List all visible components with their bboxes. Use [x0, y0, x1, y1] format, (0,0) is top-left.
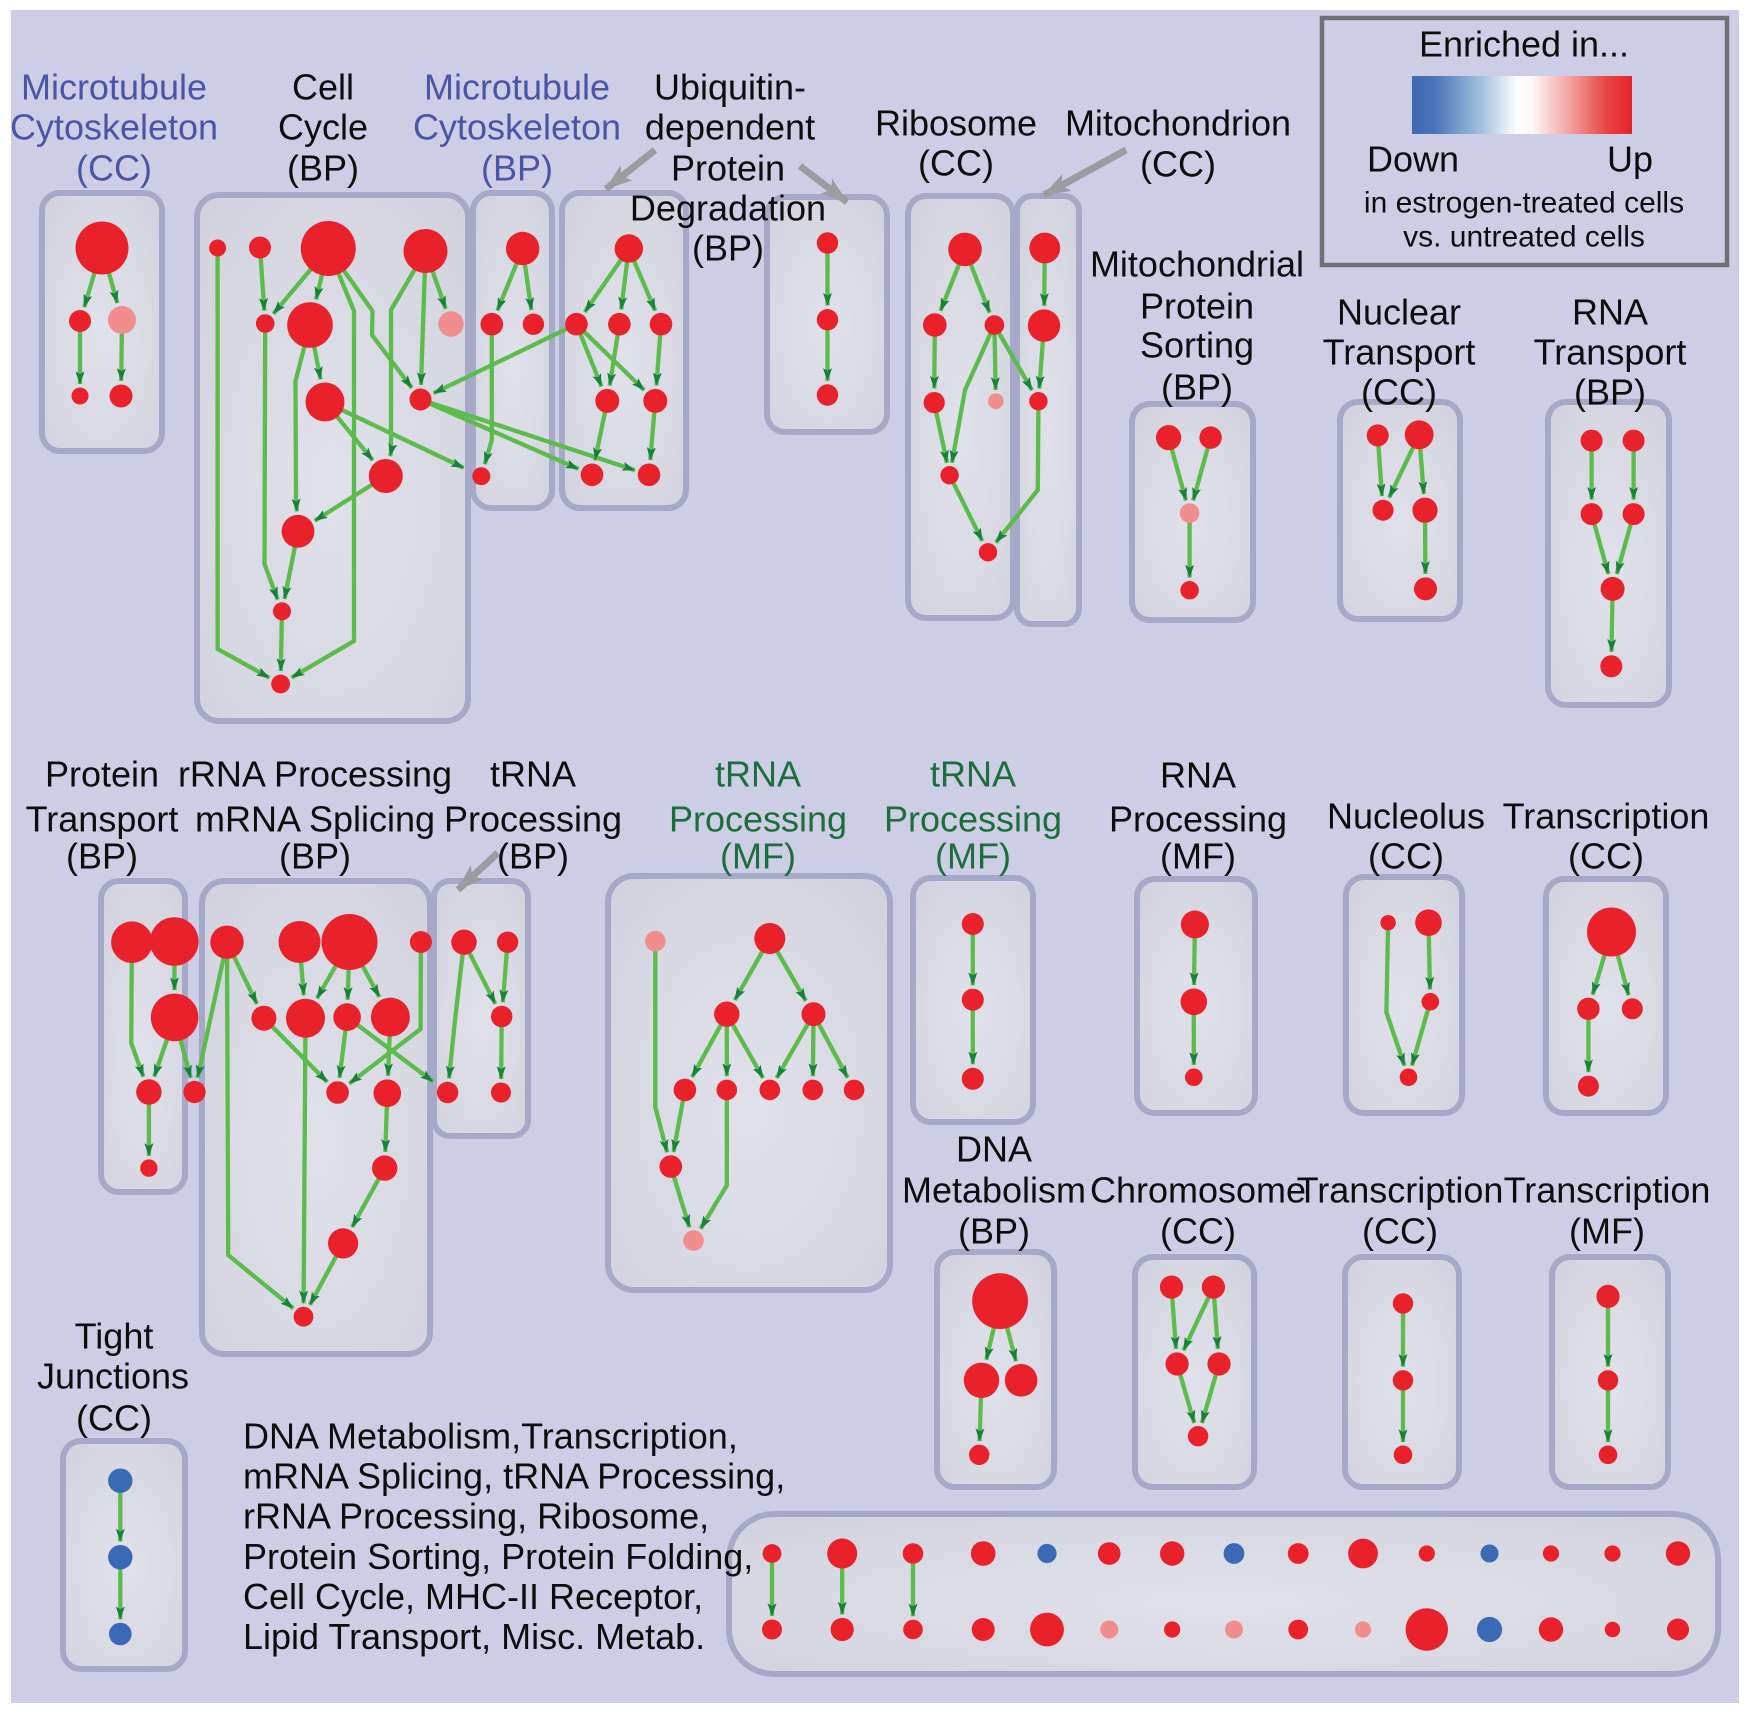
svg-text:(CC): (CC): [1362, 1211, 1438, 1252]
svg-text:(CC): (CC): [76, 148, 152, 189]
svg-text:Microtubule: Microtubule: [424, 67, 610, 108]
svg-text:Cell: Cell: [292, 67, 354, 108]
svg-text:Processing: Processing: [884, 799, 1062, 840]
svg-text:(CC): (CC): [1140, 144, 1216, 185]
svg-text:RNA: RNA: [1160, 755, 1236, 796]
svg-text:Transcription: Transcription: [1504, 1170, 1711, 1211]
svg-text:(CC): (CC): [1361, 372, 1437, 413]
svg-text:Microtubule: Microtubule: [21, 67, 207, 108]
svg-text:in estrogen-treated cells: in estrogen-treated cells: [1364, 187, 1684, 220]
svg-text:Chromosome: Chromosome: [1090, 1170, 1306, 1211]
svg-text:mRNA Splicing: mRNA Splicing: [195, 799, 435, 840]
svg-text:DNA: DNA: [956, 1129, 1032, 1170]
svg-text:(CC): (CC): [1368, 836, 1444, 877]
svg-text:(BP): (BP): [66, 836, 138, 877]
svg-text:Protein: Protein: [45, 754, 159, 795]
svg-text:Cytoskeleton: Cytoskeleton: [10, 107, 218, 148]
svg-text:Protein: Protein: [671, 148, 785, 189]
svg-text:Up: Up: [1607, 139, 1653, 180]
svg-text:Transcription: Transcription: [1503, 796, 1710, 837]
svg-text:(MF): (MF): [1160, 836, 1236, 877]
svg-text:vs. untreated cells: vs. untreated cells: [1403, 221, 1645, 254]
svg-text:(CC): (CC): [1160, 1211, 1236, 1252]
svg-text:Mitochondrion: Mitochondrion: [1065, 103, 1291, 144]
svg-text:Transport: Transport: [1323, 332, 1476, 373]
svg-text:Protein: Protein: [1140, 286, 1254, 327]
svg-text:Lipid Transport, Misc. Metab.: Lipid Transport, Misc. Metab.: [243, 1616, 705, 1657]
svg-text:Degradation: Degradation: [630, 188, 826, 229]
svg-text:Processing: Processing: [1109, 799, 1287, 840]
svg-text:Junctions: Junctions: [37, 1356, 189, 1397]
svg-text:RNA: RNA: [1572, 292, 1648, 333]
svg-text:(BP): (BP): [1161, 367, 1233, 408]
svg-text:(BP): (BP): [497, 836, 569, 877]
svg-text:rRNA Processing, Ribosome,: rRNA Processing, Ribosome,: [243, 1496, 709, 1537]
svg-text:Ribosome: Ribosome: [875, 103, 1037, 144]
svg-text:Ubiquitin-: Ubiquitin-: [654, 67, 806, 108]
svg-text:Transport: Transport: [1534, 332, 1687, 373]
svg-text:Metabolism: Metabolism: [902, 1170, 1086, 1211]
svg-text:Down: Down: [1367, 139, 1459, 180]
svg-text:Nuclear: Nuclear: [1337, 292, 1461, 333]
svg-text:(MF): (MF): [720, 836, 796, 877]
svg-text:(CC): (CC): [1568, 836, 1644, 877]
svg-text:(CC): (CC): [918, 143, 994, 184]
svg-text:Enriched in...: Enriched in...: [1419, 24, 1629, 65]
svg-text:Processing: Processing: [444, 799, 622, 840]
svg-text:Protein Sorting, Protein Foldi: Protein Sorting, Protein Folding,: [243, 1536, 753, 1577]
svg-text:Processing: Processing: [669, 799, 847, 840]
svg-text:(BP): (BP): [692, 228, 764, 269]
svg-text:Sorting: Sorting: [1140, 325, 1254, 366]
svg-text:mRNA Splicing, tRNA Processing: mRNA Splicing, tRNA Processing,: [243, 1456, 785, 1497]
svg-text:(BP): (BP): [481, 148, 553, 189]
svg-text:Transcription: Transcription: [1297, 1170, 1504, 1211]
svg-text:tRNA: tRNA: [715, 754, 801, 795]
svg-text:tRNA: tRNA: [490, 754, 576, 795]
svg-text:(BP): (BP): [279, 836, 351, 877]
svg-text:Cytoskeleton: Cytoskeleton: [413, 107, 621, 148]
svg-text:rRNA Processing: rRNA Processing: [178, 754, 452, 795]
svg-text:Cycle: Cycle: [278, 107, 368, 148]
svg-text:tRNA: tRNA: [930, 754, 1016, 795]
svg-text:DNA Metabolism,Transcription,: DNA Metabolism,Transcription,: [243, 1416, 738, 1457]
svg-text:Nucleolus: Nucleolus: [1327, 796, 1485, 837]
svg-text:dependent: dependent: [645, 107, 815, 148]
svg-text:(BP): (BP): [1574, 372, 1646, 413]
svg-text:(CC): (CC): [76, 1398, 152, 1439]
svg-text:Transport: Transport: [26, 799, 179, 840]
svg-text:Mitochondrial: Mitochondrial: [1090, 244, 1304, 285]
svg-text:Tight: Tight: [75, 1316, 154, 1357]
svg-text:Cell Cycle, MHC-II Receptor,: Cell Cycle, MHC-II Receptor,: [243, 1576, 703, 1617]
svg-text:(MF): (MF): [1569, 1211, 1645, 1252]
svg-text:(MF): (MF): [935, 836, 1011, 877]
svg-text:(BP): (BP): [958, 1211, 1030, 1252]
svg-text:(BP): (BP): [287, 148, 359, 189]
